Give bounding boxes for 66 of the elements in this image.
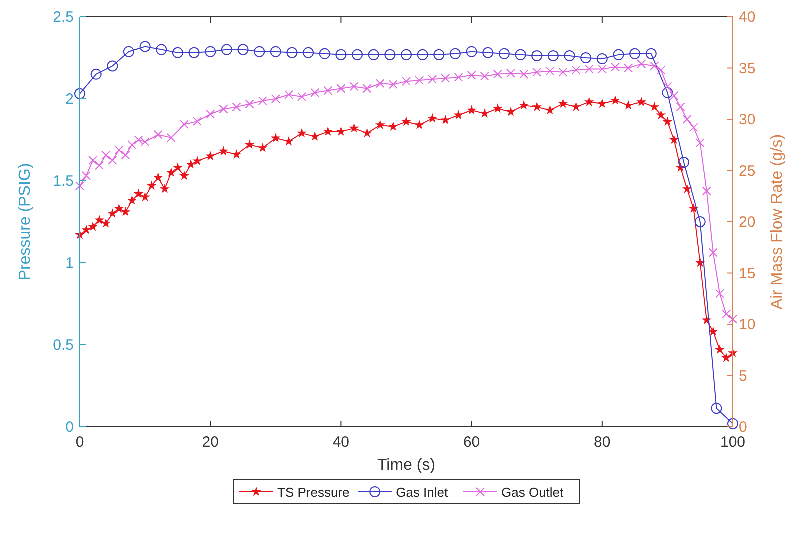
y2-tick-label: 35 <box>739 60 756 78</box>
point <box>417 49 428 60</box>
y2-tick-label: 5 <box>739 368 748 385</box>
point <box>221 44 232 56</box>
point <box>238 44 249 56</box>
point <box>613 49 624 60</box>
point <box>630 48 641 60</box>
point <box>172 47 184 58</box>
y-tick-label: 1 <box>66 255 74 272</box>
point <box>596 54 608 65</box>
y2-axis-title: Air Mass Flow Rate (g/s) <box>769 134 786 310</box>
legend-label: Gas Inlet <box>396 485 449 500</box>
y-tick-label: 2.5 <box>53 9 74 26</box>
point <box>401 49 412 60</box>
point <box>140 41 151 52</box>
x-tick-label: 100 <box>720 434 746 451</box>
y2-tick-label: 15 <box>739 265 756 282</box>
point <box>580 52 592 64</box>
y-tick-label: 2 <box>66 91 74 108</box>
y-tick-label: 0 <box>66 419 74 436</box>
point <box>319 48 330 60</box>
point <box>564 50 576 62</box>
point <box>532 50 543 62</box>
point <box>336 49 347 60</box>
x-tick-label: 80 <box>594 434 611 451</box>
point <box>352 49 364 60</box>
point <box>303 47 314 58</box>
point <box>450 48 461 60</box>
y2-tick-label: 40 <box>739 9 756 26</box>
y2-tick-label: 30 <box>739 112 756 128</box>
point <box>188 47 200 58</box>
point <box>711 403 722 414</box>
point <box>646 48 657 60</box>
point <box>123 46 134 58</box>
y2-tick-label: 0 <box>739 419 748 436</box>
y-tick-label: 1.5 <box>53 173 74 190</box>
x-axis-title: Time (s) <box>377 457 436 474</box>
point <box>254 46 266 58</box>
point <box>74 88 86 100</box>
x-tick-label: 40 <box>332 434 350 451</box>
point <box>434 49 445 60</box>
legend-label: TS Pressure <box>278 485 350 500</box>
point <box>498 48 510 60</box>
point <box>205 46 216 58</box>
x-tick-label: 60 <box>463 434 480 451</box>
point <box>548 50 559 62</box>
y-axis-title: Pressure (PSIG) <box>17 163 34 281</box>
point <box>482 47 494 58</box>
point <box>384 49 396 60</box>
x-tick-label: 20 <box>202 434 219 451</box>
point <box>678 157 690 168</box>
y2-tick-label: 25 <box>739 162 756 180</box>
point <box>466 46 478 58</box>
point <box>90 68 102 80</box>
point <box>368 49 380 60</box>
y-tick-label: 0.5 <box>53 337 74 354</box>
y2-tick-label: 10 <box>739 316 756 334</box>
point <box>270 46 282 58</box>
point <box>662 87 674 98</box>
point <box>156 44 168 56</box>
y2-tick-label: 20 <box>739 214 756 231</box>
legend-label: Gas Outlet <box>502 485 564 500</box>
point <box>694 216 706 228</box>
point <box>107 60 118 72</box>
point <box>515 49 526 60</box>
point <box>286 47 298 58</box>
